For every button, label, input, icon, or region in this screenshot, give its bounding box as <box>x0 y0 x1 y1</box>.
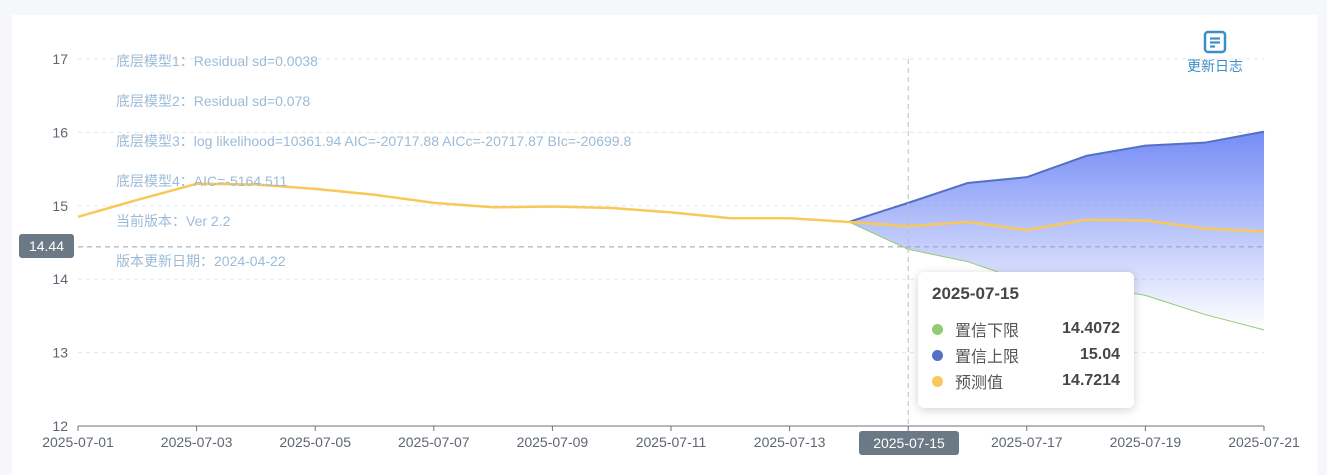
tooltip-row-lower: 置信下限 14.4072 <box>932 316 1120 342</box>
grid-lines <box>78 58 1264 354</box>
tooltip-value: 14.7214 <box>1062 372 1120 389</box>
x-tick-label: 2025-07-17 <box>991 434 1063 450</box>
tooltip-value: 15.04 <box>1079 346 1120 363</box>
model-annotation: 底层模型3：log likelihood=10361.94 AIC=-20717… <box>116 133 631 149</box>
y-axis-pointer-label: 14.44 <box>19 234 74 258</box>
x-tick-label: 2025-07-07 <box>398 434 470 450</box>
tooltip-value: 14.4072 <box>1062 320 1120 337</box>
x-tick-label: 2025-07-09 <box>517 434 589 450</box>
tooltip-title: 2025-07-15 <box>932 284 1019 303</box>
confidence-band <box>848 131 1264 330</box>
tooltip: 2025-07-15 置信下限 14.4072 置信上限 15.04 预测值 1… <box>918 272 1134 408</box>
tooltip-name: 预测值 <box>955 375 1004 392</box>
y-tick-label: 17 <box>52 51 68 67</box>
y-tick-label: 12 <box>52 418 68 434</box>
upper-bound-line <box>848 130 1265 223</box>
tooltip-row-forecast: 预测值 14.7214 <box>932 368 1120 394</box>
x-tick-label: 2025-07-13 <box>754 434 826 450</box>
model-annotation: 底层模型2：Residual sd=0.078 <box>116 93 310 109</box>
x-tick-label: 2025-07-21 <box>1228 434 1300 450</box>
x-tick-label: 2025-07-01 <box>42 434 114 450</box>
document-icon <box>1203 30 1227 54</box>
confidence-band-area <box>848 131 1264 330</box>
tooltip-row-upper: 置信上限 15.04 <box>932 342 1120 368</box>
model-annotation: 底层模型1：Residual sd=0.0038 <box>116 53 318 69</box>
x-tick-label: 2025-07-05 <box>279 434 351 450</box>
x-axis-pointer-label: 2025-07-15 <box>859 431 959 455</box>
y-tick-label: 15 <box>52 198 68 214</box>
changelog-label: 更新日志 <box>1187 58 1243 74</box>
tooltip-name: 置信下限 <box>955 323 1020 340</box>
x-tick-label: 2025-07-19 <box>1110 434 1182 450</box>
model-annotation: 底层模型4：AIC=-5164.511 <box>116 173 288 189</box>
model-annotation: 当前版本：Ver 2.2 <box>116 213 231 229</box>
tooltip-name: 置信上限 <box>955 349 1020 366</box>
axis-pointer <box>78 59 1264 426</box>
model-annotation: 版本更新日期：2024-04-22 <box>116 253 286 269</box>
legend-dot-lower <box>932 323 943 335</box>
y-tick-label: 16 <box>52 124 68 140</box>
model-annotations: 底层模型1：Residual sd=0.0038 底层模型2：Residual s… <box>116 53 631 269</box>
changelog-button[interactable]: 更新日志 <box>1178 30 1252 76</box>
legend-dot-upper <box>932 349 943 361</box>
legend-dot-forecast <box>932 375 943 387</box>
x-tick-label: 2025-07-03 <box>161 434 233 450</box>
x-tick-label: 2025-07-11 <box>636 434 707 450</box>
y-tick-label: 14 <box>52 271 68 287</box>
y-tick-label: 13 <box>52 345 68 361</box>
forecast-line <box>77 182 1265 233</box>
